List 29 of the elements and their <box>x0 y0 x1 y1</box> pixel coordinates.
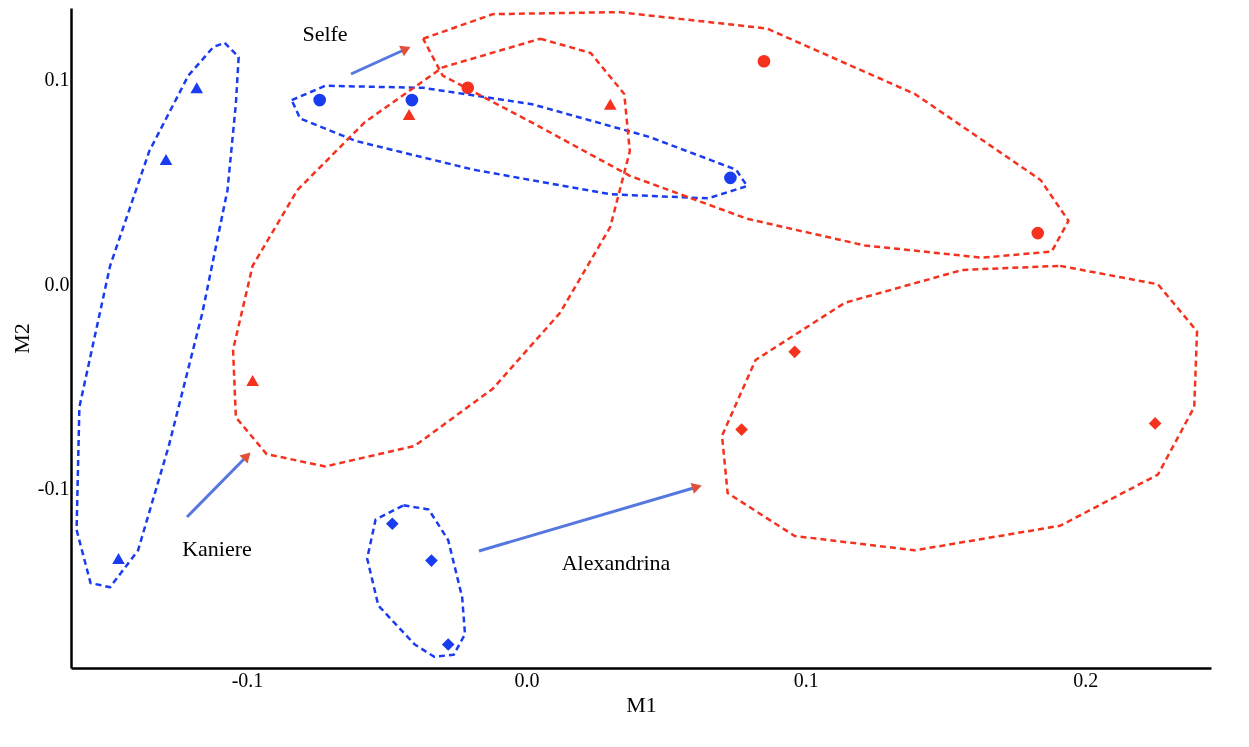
y-axis-title: M2 <box>8 323 34 354</box>
annotation: Kaniere <box>182 536 252 561</box>
annotation: Selfe <box>302 21 348 46</box>
y-tick-label: -0.1 <box>37 477 70 500</box>
y-tick-label: 0.1 <box>44 68 70 91</box>
point <box>405 93 419 107</box>
x-axis-title: M1 <box>626 691 657 717</box>
point <box>190 82 204 94</box>
x-tick-label: -0.1 <box>231 668 264 691</box>
point <box>757 54 771 68</box>
y-tick-label: 0.0 <box>44 272 70 295</box>
point <box>402 108 416 120</box>
point <box>246 374 259 386</box>
point <box>603 98 617 110</box>
point <box>788 345 801 359</box>
x-tick-label: 0.0 <box>514 668 540 691</box>
point <box>425 554 438 567</box>
point <box>386 517 399 531</box>
x-tick-label: 0.2 <box>1073 668 1099 691</box>
point <box>1031 226 1045 240</box>
point <box>724 171 737 185</box>
point <box>112 553 125 564</box>
point <box>313 93 326 107</box>
annotation: Alexandrina <box>561 550 671 575</box>
point <box>1148 417 1162 430</box>
point <box>735 423 748 436</box>
point <box>159 153 173 165</box>
point <box>441 638 455 651</box>
x-tick-label: 0.1 <box>793 668 819 691</box>
